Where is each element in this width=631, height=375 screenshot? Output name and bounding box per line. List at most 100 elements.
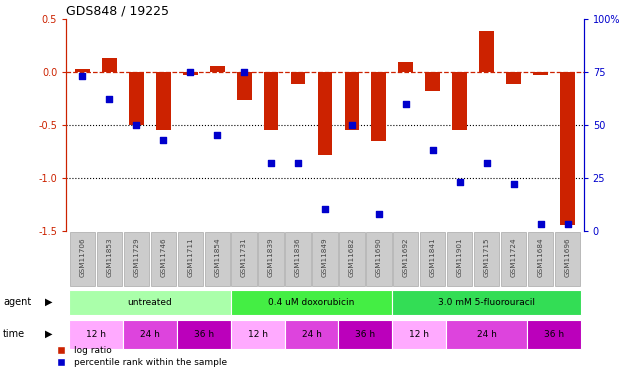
Bar <box>151 232 176 286</box>
Bar <box>69 290 231 315</box>
Bar <box>291 72 305 84</box>
Point <box>104 96 114 102</box>
Text: GSM11711: GSM11711 <box>187 237 193 276</box>
Bar <box>285 320 338 349</box>
Bar <box>231 290 392 315</box>
Bar <box>506 72 521 84</box>
Text: GSM11729: GSM11729 <box>133 237 139 276</box>
Bar <box>533 72 548 75</box>
Bar <box>398 62 413 72</box>
Point <box>158 136 168 142</box>
Point <box>428 147 438 153</box>
Bar <box>474 232 499 286</box>
Point <box>78 73 88 79</box>
Text: GSM11853: GSM11853 <box>107 237 112 276</box>
Point <box>401 100 411 106</box>
Point <box>239 69 249 75</box>
Point <box>536 221 546 227</box>
Text: 3.0 mM 5-fluorouracil: 3.0 mM 5-fluorouracil <box>438 298 535 307</box>
Point <box>347 122 357 128</box>
Text: GSM11849: GSM11849 <box>322 237 328 276</box>
Text: GSM11901: GSM11901 <box>457 237 463 276</box>
Text: GSM11692: GSM11692 <box>403 237 409 276</box>
Bar <box>97 232 122 286</box>
Point <box>374 211 384 217</box>
Bar <box>372 72 386 141</box>
Bar <box>124 232 149 286</box>
Point <box>455 179 465 185</box>
Bar <box>480 32 494 72</box>
Text: GSM11841: GSM11841 <box>430 237 436 276</box>
Text: GSM11724: GSM11724 <box>510 237 517 276</box>
Bar <box>555 232 580 286</box>
Bar <box>204 232 230 286</box>
Text: GSM11854: GSM11854 <box>214 237 220 276</box>
Bar <box>102 58 117 72</box>
Text: 0.4 uM doxorubicin: 0.4 uM doxorubicin <box>268 298 355 307</box>
Bar <box>452 72 467 130</box>
Bar <box>312 232 338 286</box>
Point <box>185 69 195 75</box>
Bar <box>528 232 553 286</box>
Bar <box>501 232 526 286</box>
Bar <box>420 232 445 286</box>
Bar <box>366 232 391 286</box>
Text: 12 h: 12 h <box>410 330 429 339</box>
Text: 12 h: 12 h <box>86 330 106 339</box>
Bar <box>123 320 177 349</box>
Bar <box>264 72 278 130</box>
Bar <box>339 232 365 286</box>
Text: 36 h: 36 h <box>194 330 214 339</box>
Bar <box>237 72 252 100</box>
Bar <box>392 290 581 315</box>
Bar <box>446 320 527 349</box>
Text: GSM11746: GSM11746 <box>160 237 167 276</box>
Text: GSM11696: GSM11696 <box>565 237 570 276</box>
Bar <box>317 72 333 155</box>
Bar <box>447 232 473 286</box>
Bar <box>392 320 446 349</box>
Point <box>131 122 141 128</box>
Text: agent: agent <box>3 297 32 307</box>
Bar <box>183 72 198 75</box>
Text: GSM11715: GSM11715 <box>483 237 490 276</box>
Text: 24 h: 24 h <box>140 330 160 339</box>
Text: 36 h: 36 h <box>355 330 375 339</box>
Bar <box>393 232 418 286</box>
Point <box>212 132 222 138</box>
Text: untreated: untreated <box>127 298 172 307</box>
Text: GSM11706: GSM11706 <box>80 237 85 276</box>
Text: 12 h: 12 h <box>247 330 268 339</box>
Bar <box>177 320 231 349</box>
Bar <box>232 232 257 286</box>
Text: ▶: ▶ <box>45 329 53 339</box>
Point <box>509 181 519 187</box>
Bar <box>338 320 392 349</box>
Text: GSM11839: GSM11839 <box>268 237 274 276</box>
Bar <box>70 232 95 286</box>
Legend: log ratio, percentile rank within the sample: log ratio, percentile rank within the sa… <box>49 342 231 370</box>
Bar <box>75 69 90 72</box>
Text: GDS848 / 19225: GDS848 / 19225 <box>66 4 169 18</box>
Bar <box>285 232 310 286</box>
Point <box>562 221 572 227</box>
Text: ▶: ▶ <box>45 297 53 307</box>
Text: GSM11690: GSM11690 <box>376 237 382 276</box>
Text: GSM11731: GSM11731 <box>241 237 247 276</box>
Text: 24 h: 24 h <box>302 330 321 339</box>
Point <box>266 160 276 166</box>
Bar <box>425 72 440 91</box>
Bar <box>231 320 285 349</box>
Text: 36 h: 36 h <box>544 330 564 339</box>
Text: time: time <box>3 329 25 339</box>
Bar <box>345 72 359 130</box>
Text: GSM11682: GSM11682 <box>349 237 355 276</box>
Bar <box>156 72 170 130</box>
Bar <box>209 66 225 72</box>
Bar <box>69 320 123 349</box>
Bar <box>177 232 203 286</box>
Text: GSM11836: GSM11836 <box>295 237 301 276</box>
Point <box>293 160 303 166</box>
Bar <box>527 320 581 349</box>
Bar <box>129 72 144 124</box>
